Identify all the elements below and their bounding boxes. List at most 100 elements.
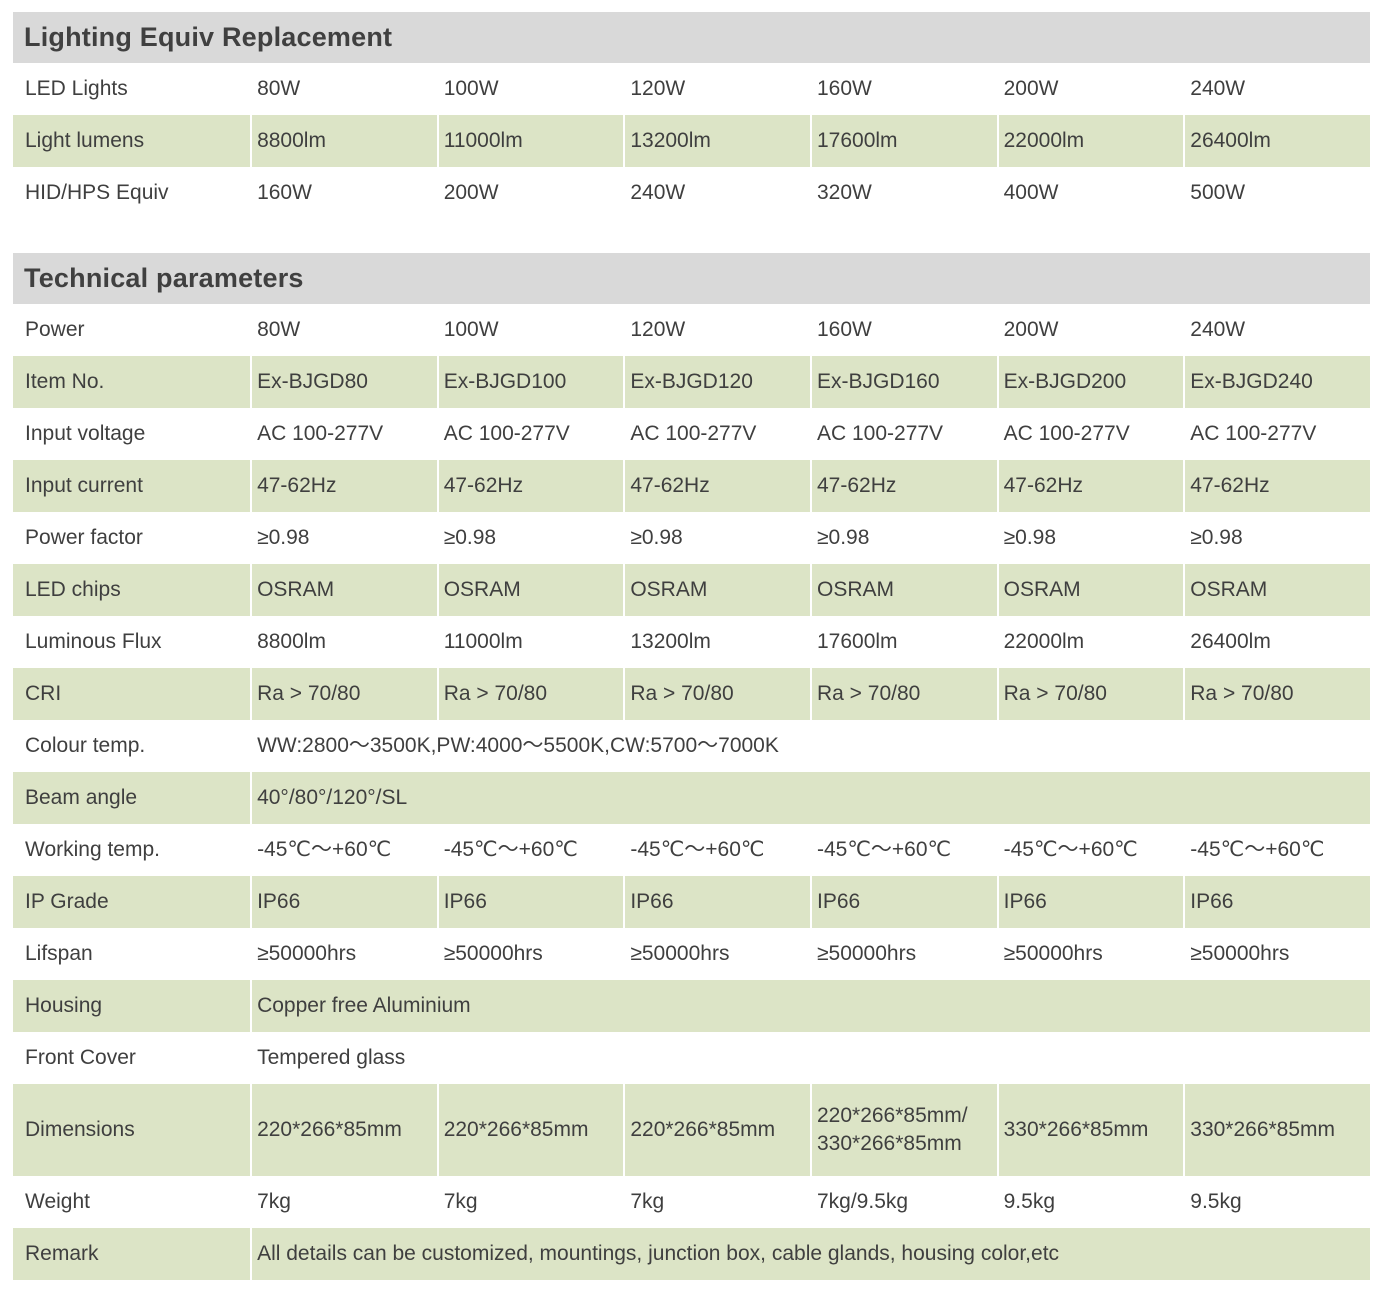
row-value: ≥0.98: [996, 512, 1184, 564]
row-value: ≥50000hrs: [623, 928, 810, 980]
row-value: OSRAM: [809, 564, 997, 616]
row-value: 80W: [250, 63, 437, 115]
table-row: Working temp. -45℃～+60℃ -45℃～+60℃ -45℃～+60℃…: [13, 824, 1370, 876]
row-value: 26400lm: [1183, 115, 1370, 167]
row-label: Dimensions: [13, 1084, 251, 1176]
row-value: 500W: [1183, 167, 1370, 219]
row-value: -45℃～+60℃: [1183, 824, 1370, 876]
row-label: Light lumens: [13, 115, 251, 167]
table-row: Luminous Flux 8800lm 11000lm 13200lm 17600lm…: [13, 616, 1370, 668]
row-value: 100W: [436, 63, 624, 115]
table-row: Input voltage AC 100-277V AC 100-277V AC 10…: [13, 408, 1370, 460]
row-value: 160W: [809, 63, 997, 115]
row-value: OSRAM: [436, 564, 624, 616]
row-value: OSRAM: [996, 564, 1184, 616]
row-value: 7kg: [623, 1176, 810, 1228]
row-value: 47-62Hz: [623, 460, 810, 512]
row-value: 120W: [623, 304, 810, 356]
row-value: 7kg: [250, 1176, 437, 1228]
row-value: IP66: [996, 876, 1184, 928]
table-row: Power factor ≥0.98 ≥0.98 ≥0.98 ≥0.98 ≥0.98 ≥0.…: [13, 512, 1370, 564]
row-value: Ra > 70/80: [436, 668, 624, 720]
row-value: 22000lm: [996, 616, 1184, 668]
row-value: Ex-BJGD120: [623, 356, 810, 408]
row-label: HID/HPS Equiv: [25, 180, 169, 204]
row-label: Item No.: [13, 356, 251, 408]
section-lighting-equiv: Lighting Equiv Replacement LED Lights 80W…: [13, 12, 1370, 219]
table-row: Colour temp. WW:2800～3500K,PW:4000～5500K,…: [13, 720, 1370, 772]
row-value: AC 100-277V: [623, 408, 810, 460]
row-label: Front Cover: [25, 1045, 136, 1069]
table-row: Item No. Ex-BJGD80 Ex-BJGD100 Ex-BJGD120 Ex-…: [13, 356, 1370, 408]
row-value: 220*266*85mm: [436, 1084, 624, 1176]
row-value: -45℃～+60℃: [623, 824, 810, 876]
table-row: Remark All details can be customized, mou…: [13, 1228, 1370, 1280]
row-value: Ra > 70/80: [996, 668, 1184, 720]
row-value: Ex-BJGD160: [809, 356, 997, 408]
row-value: Ra > 70/80: [809, 668, 997, 720]
row-value: 160W: [809, 304, 997, 356]
row-value: ≥0.98: [250, 512, 437, 564]
row-value: 220*266*85mm/ 330*266*85mm: [809, 1084, 997, 1176]
row-value: 400W: [996, 167, 1184, 219]
row-value: 47-62Hz: [996, 460, 1184, 512]
row-value: OSRAM: [250, 564, 437, 616]
row-value: 8800lm: [250, 115, 437, 167]
row-label: CRI: [13, 668, 251, 720]
row-value: IP66: [250, 876, 437, 928]
row-label: LED Lights: [25, 76, 128, 100]
row-value: OSRAM: [1183, 564, 1370, 616]
row-value: IP66: [1183, 876, 1370, 928]
table-row: Dimensions 220*266*85mm 220*266*85mm 220*26…: [13, 1084, 1370, 1176]
row-value: ≥0.98: [436, 512, 624, 564]
row-value: 120W: [623, 63, 810, 115]
row-value: ≥0.98: [809, 512, 997, 564]
row-value: 47-62Hz: [250, 460, 437, 512]
row-value: IP66: [623, 876, 810, 928]
row-value: IP66: [809, 876, 997, 928]
row-value: 240W: [623, 167, 810, 219]
row-value: 200W: [436, 167, 624, 219]
table-row: HID/HPS Equiv 160W 200W 240W 320W 400W 500W: [13, 167, 1370, 219]
row-value: Ra > 70/80: [250, 668, 437, 720]
table-row: CRI Ra > 70/80 Ra > 70/80 Ra > 70/80 Ra > 70…: [13, 668, 1370, 720]
row-value: 7kg: [436, 1176, 624, 1228]
row-value: 13200lm: [623, 115, 810, 167]
row-value-span: All details can be customized, mountings…: [250, 1228, 1370, 1280]
row-label: Luminous Flux: [25, 629, 162, 653]
row-value-span: 40°/80°/120°/SL: [250, 772, 1370, 824]
row-value: ≥0.98: [623, 512, 810, 564]
row-label: IP Grade: [13, 876, 251, 928]
row-value: 220*266*85mm: [623, 1084, 810, 1176]
row-label: Input voltage: [25, 421, 146, 445]
section-technical-parameters: Technical parameters Power 80W 100W 120W 160…: [13, 253, 1370, 1280]
row-value: Ex-BJGD80: [250, 356, 437, 408]
row-value: AC 100-277V: [996, 408, 1184, 460]
table-row: Beam angle 40°/80°/120°/SL: [13, 772, 1370, 824]
row-value: 17600lm: [809, 115, 997, 167]
row-value: Ra > 70/80: [623, 668, 810, 720]
row-value: Ex-BJGD200: [996, 356, 1184, 408]
row-value: 47-62Hz: [436, 460, 624, 512]
row-value: 7kg/9.5kg: [809, 1176, 997, 1228]
row-value: 200W: [996, 63, 1184, 115]
row-value: 11000lm: [436, 115, 624, 167]
row-value: AC 100-277V: [1183, 408, 1370, 460]
technical-parameters-table: Power 80W 100W 120W 160W 200W 240W Item No. Ex-B…: [13, 304, 1370, 1280]
row-value: 220*266*85mm: [250, 1084, 437, 1176]
row-value: 17600lm: [809, 616, 997, 668]
row-label: Weight: [25, 1189, 90, 1213]
table-row: Lifspan ≥50000hrs ≥50000hrs ≥50000hrs ≥50000…: [13, 928, 1370, 980]
row-value: 100W: [436, 304, 624, 356]
row-value: AC 100-277V: [436, 408, 624, 460]
row-value: 9.5kg: [996, 1176, 1184, 1228]
row-value: 330*266*85mm: [1183, 1084, 1370, 1176]
row-label: Power: [25, 317, 85, 341]
row-label: Input current: [13, 460, 251, 512]
table-row: Weight 7kg 7kg 7kg 7kg/9.5kg 9.5kg 9.5kg: [13, 1176, 1370, 1228]
row-value: 160W: [250, 167, 437, 219]
row-value: ≥50000hrs: [250, 928, 437, 980]
row-value: 200W: [996, 304, 1184, 356]
row-value: AC 100-277V: [809, 408, 997, 460]
row-value-span: Tempered glass: [250, 1032, 1370, 1084]
